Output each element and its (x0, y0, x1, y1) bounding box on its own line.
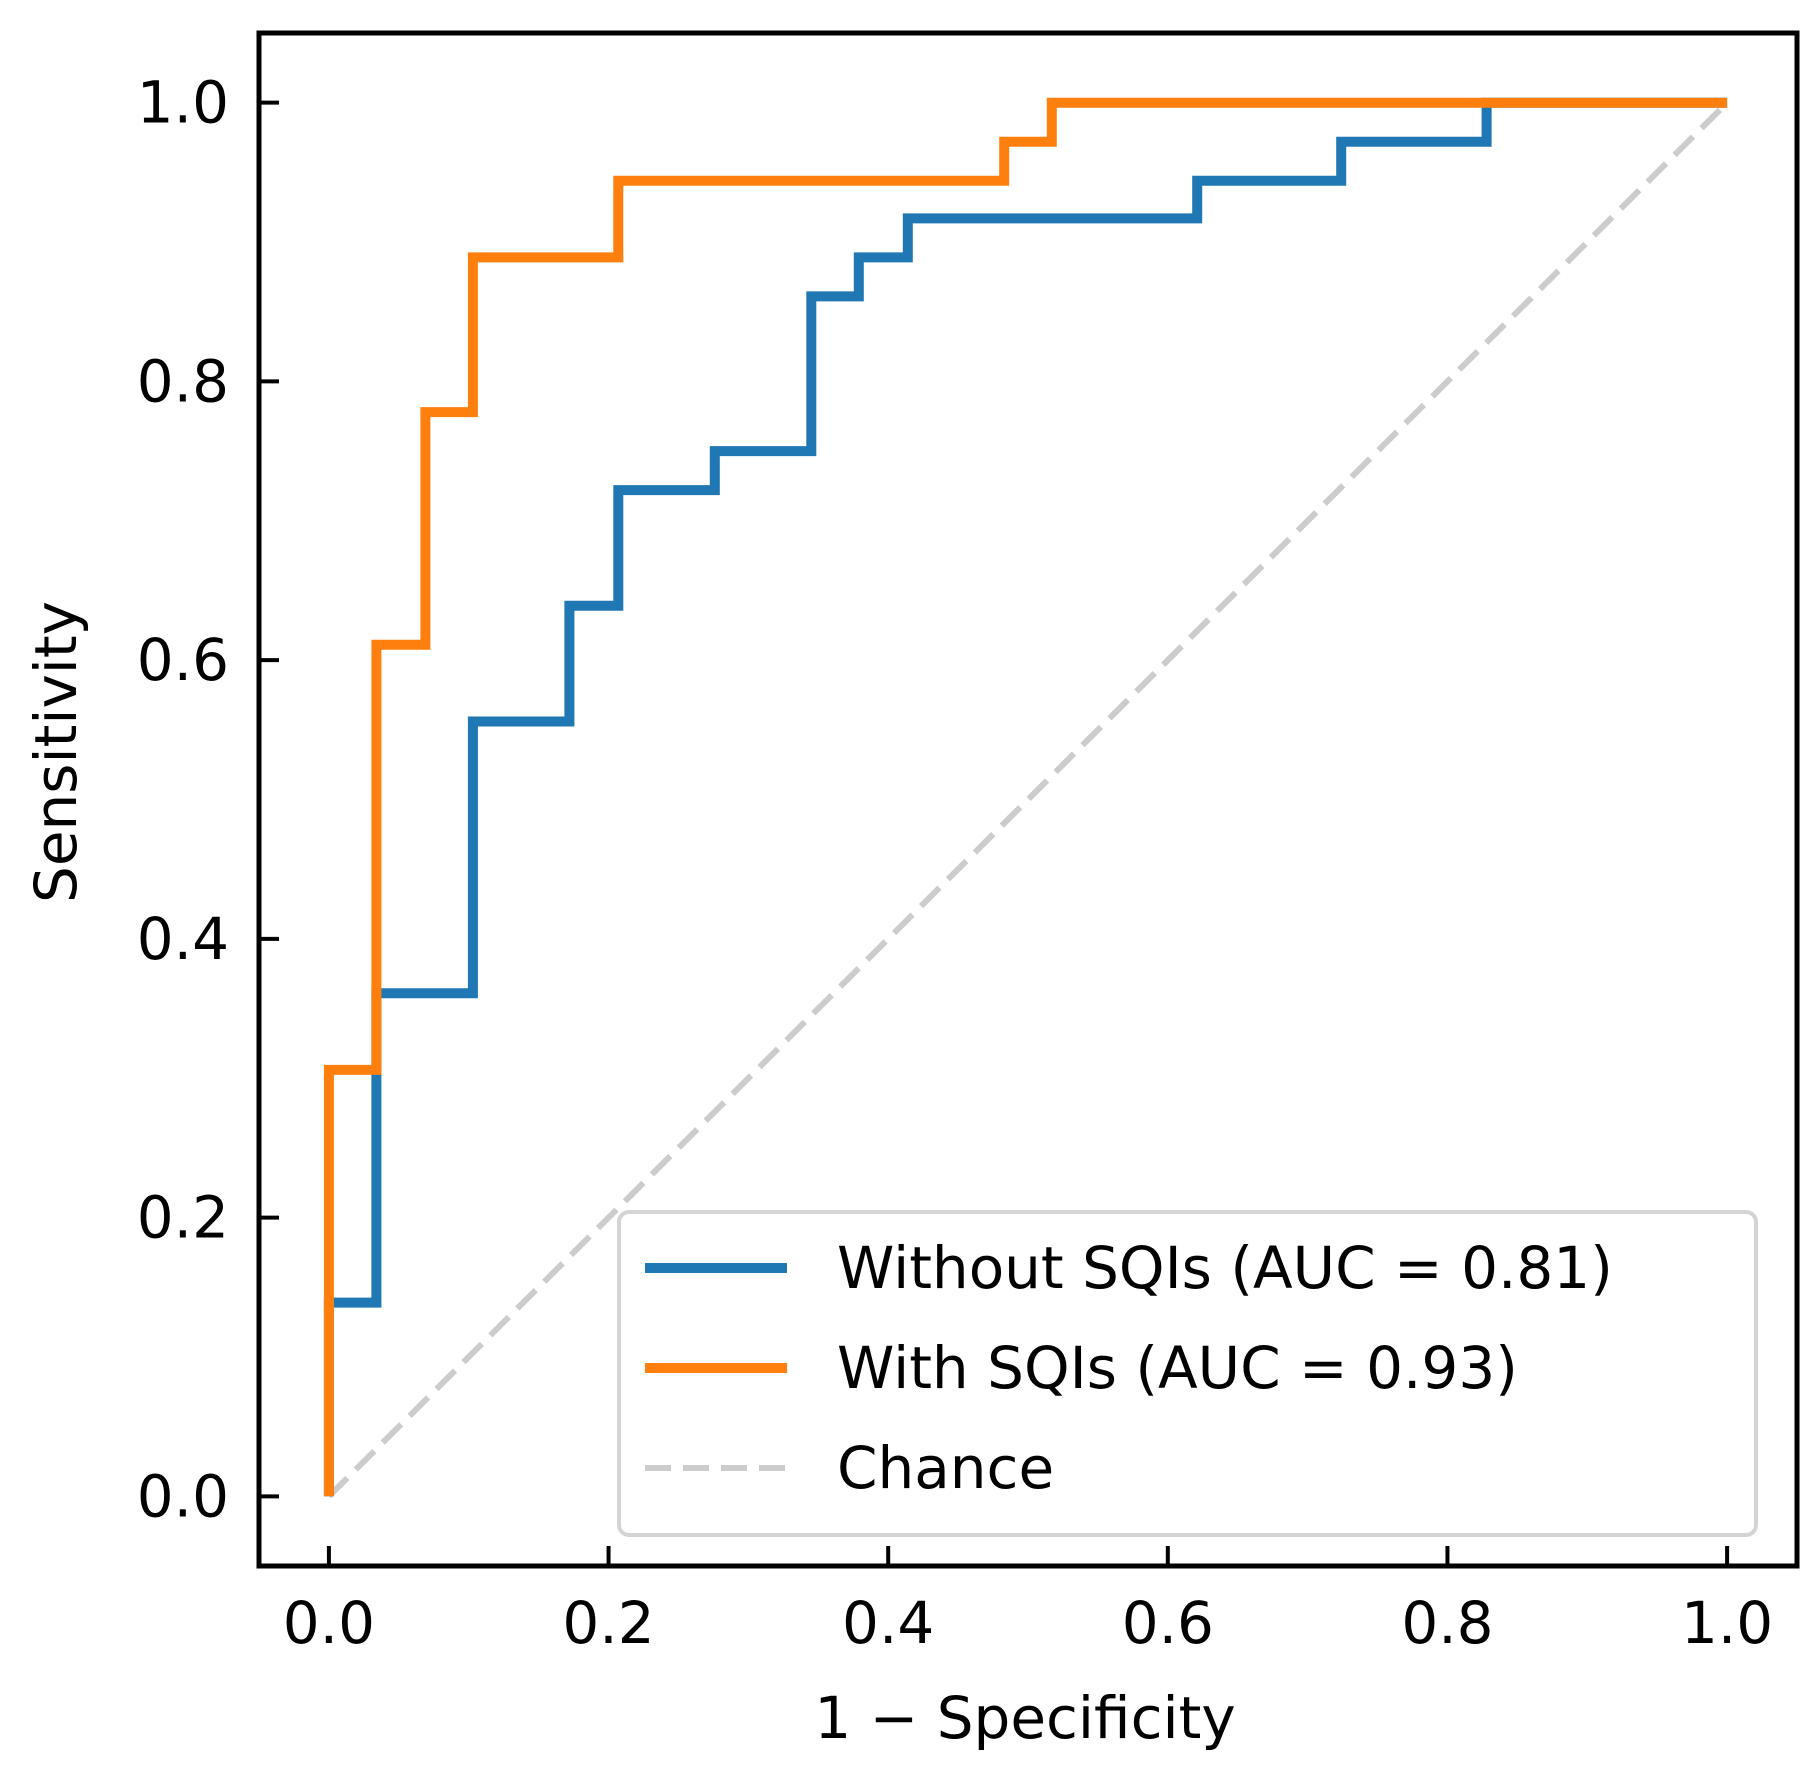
x-tick-label: 0.8 (1401, 1589, 1493, 1657)
y-tick-label: 0.0 (137, 1462, 229, 1530)
y-tick-label: 0.6 (137, 626, 229, 694)
legend-label-chance: Chance (837, 1434, 1054, 1502)
x-tick-label: 0.2 (562, 1589, 654, 1657)
series-line-chance (326, 100, 1730, 1499)
y-tick-label: 1.0 (137, 69, 229, 137)
series-line-with-sqis (323, 97, 1728, 1497)
x-tick-label: 0.4 (842, 1589, 934, 1657)
x-axis: 0.0 0.2 0.4 0.6 0.8 1.0 (283, 1546, 1773, 1657)
legend-label-with-sqis: With SQIs (AUC = 0.93) (837, 1334, 1518, 1402)
y-tick-label: 0.4 (137, 905, 229, 973)
y-tick-label: 0.2 (137, 1184, 229, 1252)
legend-label-without-sqis: Without SQIs (AUC = 0.81) (837, 1234, 1613, 1302)
y-tick-label: 0.8 (137, 347, 229, 415)
legend: Without SQIs (AUC = 0.81) With SQIs (AUC… (617, 1210, 1758, 1537)
x-axis-label: 1 − Specificity (814, 1684, 1235, 1752)
x-tick-label: 0.6 (1122, 1589, 1214, 1657)
series-line-without-sqis (323, 97, 1728, 1497)
y-axis: 0.0 0.2 0.4 0.6 0.8 1.0 (137, 69, 279, 1530)
legend-frame (617, 1210, 1758, 1537)
x-tick-label: 0.0 (283, 1589, 375, 1657)
x-tick-label: 1.0 (1681, 1589, 1773, 1657)
y-axis-label: Sensitivity (22, 601, 90, 903)
